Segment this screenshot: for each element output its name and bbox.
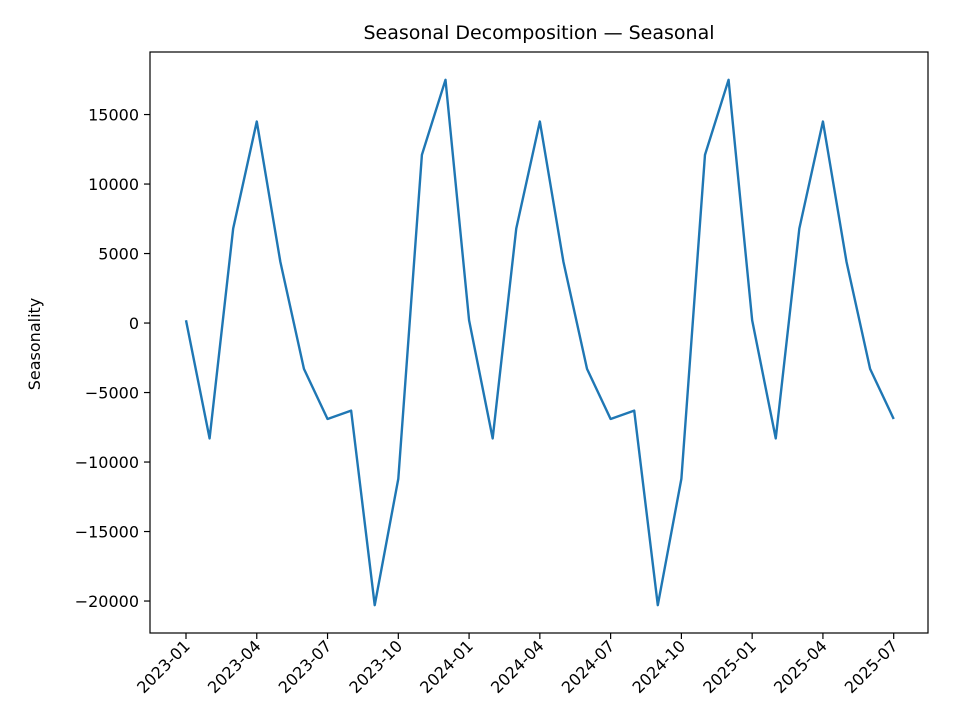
y-tick-label: −20000: [75, 592, 139, 611]
y-tick-label: −5000: [85, 384, 139, 403]
plot-frame: [149, 51, 929, 634]
y-axis-label: Seasonality: [25, 298, 44, 391]
y-tick-label: −15000: [75, 523, 139, 542]
y-tick-label: 15000: [88, 106, 139, 125]
y-tick-label: 5000: [98, 245, 139, 264]
y-tick-label: 10000: [88, 175, 139, 194]
chart-title: Seasonal Decomposition — Seasonal: [363, 22, 714, 44]
series-line-0: [184, 78, 895, 607]
y-tick-label: −10000: [75, 453, 139, 472]
y-tick-label: 0: [129, 314, 139, 333]
